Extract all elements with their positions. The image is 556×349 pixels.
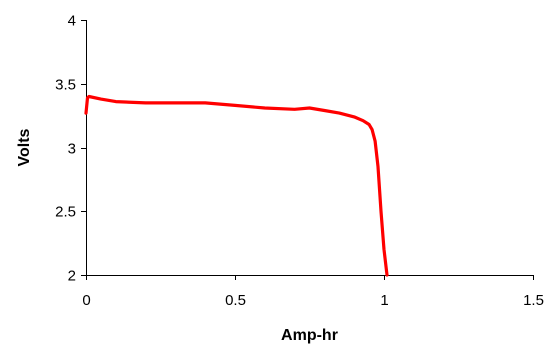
- y-tick-label: 4: [68, 13, 76, 30]
- plot-series: [84, 94, 389, 277]
- x-axis-title: Amp-hr: [281, 327, 338, 344]
- series-line-0: [84, 94, 389, 277]
- y-tick-label: 3.5: [55, 77, 76, 94]
- y-ticks: 2 2.5 3 3.5 4: [55, 13, 86, 285]
- x-ticks: 0 0.5 1 1.5: [82, 275, 544, 309]
- y-tick-label: 2.5: [55, 204, 76, 221]
- x-tick-label: 1.5: [523, 292, 544, 309]
- x-tick-label: 0.5: [225, 292, 246, 309]
- y-axis-title: Volts: [16, 128, 33, 166]
- x-tick-label: 1: [380, 292, 388, 309]
- x-tick-label: 0: [82, 292, 90, 309]
- y-tick-label: 2: [68, 268, 76, 285]
- y-tick-label: 3: [68, 141, 76, 158]
